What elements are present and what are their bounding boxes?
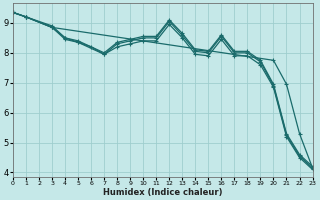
X-axis label: Humidex (Indice chaleur): Humidex (Indice chaleur): [103, 188, 222, 197]
